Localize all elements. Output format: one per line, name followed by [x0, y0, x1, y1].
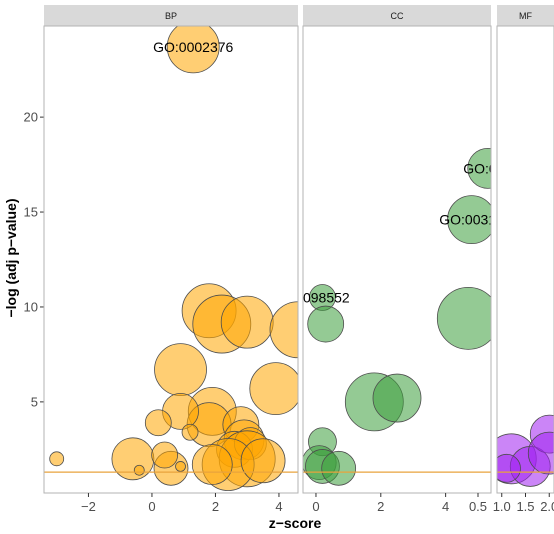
bubble-point — [307, 305, 345, 343]
bubble-point — [497, 453, 521, 483]
facet-panels: BP GO:0002376 −2 0 2 4 CC GO:003 GO:00314 0098552… — [43, 5, 554, 514]
x-tick-label: 0.5 — [469, 499, 487, 514]
y-axis: 5 10 15 20 — [24, 110, 44, 409]
x-tick-label: 0 — [148, 499, 155, 514]
bubble-point — [175, 461, 186, 472]
x-tick-label: 2.0 — [540, 499, 554, 514]
y-tick-label: 20 — [24, 110, 38, 125]
go-term-label: 0098552 — [295, 289, 350, 305]
x-tick-label: 0 — [312, 499, 319, 514]
x-tick-label: 4 — [275, 499, 282, 514]
x-axis-title: z−score — [269, 515, 322, 531]
panel-bp: BP GO:0002376 −2 0 2 4 — [43, 5, 299, 514]
facet-strip-label: MF — [519, 11, 532, 21]
bubble-point — [447, 195, 491, 245]
bubble-point — [249, 362, 298, 415]
facet-strip — [303, 5, 491, 26]
bubble-point — [467, 147, 491, 189]
bubble-point — [220, 295, 274, 349]
go-term-label: GO:0002376 — [153, 39, 233, 55]
bubble-point — [111, 437, 155, 481]
bubble-point — [372, 373, 422, 423]
panel-marks: GO:003 GO:00314 0098552 — [295, 147, 512, 486]
x-tick-label: 4 — [442, 499, 449, 514]
facet-strip-label: BP — [165, 11, 177, 21]
bubble-point — [527, 431, 554, 475]
facet-strip — [44, 5, 298, 26]
bubble-point — [240, 438, 286, 484]
y-tick-label: 15 — [24, 205, 38, 220]
panel-marks: GO:0002376 — [44, 26, 298, 491]
x-tick-label: 1.5 — [516, 499, 534, 514]
bubble-point — [436, 286, 491, 350]
x-tick-label: 1.0 — [493, 499, 511, 514]
panel-mf: MF 0.5 1.0 1.5 2.0 — [469, 5, 554, 514]
go-term-label: GO:003 — [463, 160, 512, 176]
bubble-point — [154, 343, 207, 397]
bubble-point — [181, 423, 199, 441]
bubble-point — [166, 26, 220, 74]
bubble-point — [269, 301, 298, 359]
panel-cc: CC GO:003 GO:00314 0098552 0 2 4 — [295, 5, 512, 514]
panel-marks — [497, 414, 554, 487]
facet-strip — [497, 5, 554, 26]
panel-border — [43, 25, 299, 494]
panel-border — [302, 25, 492, 494]
bubble-point — [49, 451, 65, 467]
facet-strip-label: CC — [391, 11, 404, 21]
y-tick-label: 10 — [24, 299, 38, 314]
bubble-point — [133, 464, 145, 476]
y-tick-label: 5 — [31, 394, 38, 409]
go-term-label: GO:00314 — [439, 212, 504, 228]
bubble-point — [191, 444, 233, 485]
x-tick-label: 2 — [377, 499, 384, 514]
bubble-point — [321, 450, 357, 486]
bubble-point — [144, 409, 172, 437]
x-tick-label: 2 — [212, 499, 219, 514]
x-tick-label: −2 — [81, 499, 96, 514]
bubble-point — [151, 441, 179, 469]
y-axis-title: −log (adj p−value) — [3, 198, 19, 317]
